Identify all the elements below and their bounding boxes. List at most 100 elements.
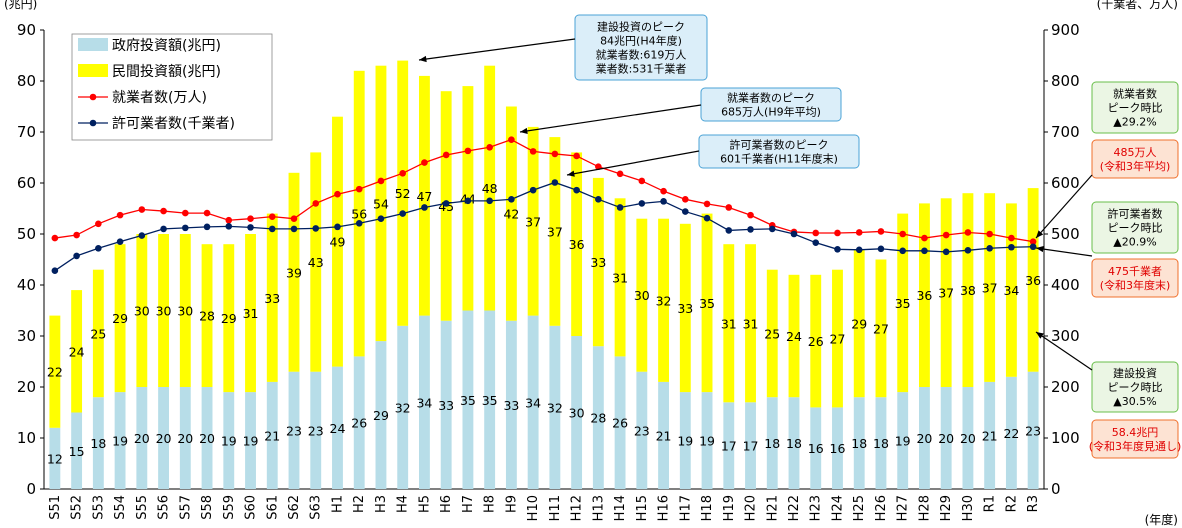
data-label-government: 17: [721, 439, 737, 454]
data-label-private: 31: [743, 316, 759, 331]
legend-swatch-private: [78, 64, 108, 77]
point-workers: [399, 170, 406, 177]
data-label-government: 19: [112, 434, 128, 449]
point-firms: [334, 223, 341, 231]
arrow-invest-head: [1036, 332, 1044, 339]
y-right-tick-label: 500: [1051, 225, 1080, 243]
point-workers: [116, 211, 124, 219]
x-tick-label: S58: [200, 495, 215, 520]
point-workers: [182, 209, 189, 217]
point-workers: [812, 229, 820, 237]
arrow-peak-investment-head: [419, 55, 427, 63]
callout-invest-now-box: [1091, 419, 1179, 459]
point-workers: [1029, 238, 1037, 245]
data-label-private: 30: [177, 304, 193, 319]
point-workers: [421, 159, 428, 166]
data-label-private: 34: [1003, 283, 1019, 298]
bar-private: [223, 244, 235, 393]
data-label-government: 23: [308, 423, 324, 438]
callout-workers-ratio-text: 就業者数: [1113, 87, 1157, 101]
data-label-private: 24: [69, 344, 85, 359]
bar-private: [419, 75, 430, 316]
bar-government: [49, 427, 61, 489]
bar-government: [810, 407, 822, 489]
arrow-peak-firms-head: [567, 170, 575, 177]
point-firms: [73, 252, 80, 260]
x-tick-label: H26: [874, 495, 889, 521]
x-tick-label: H23: [809, 495, 824, 521]
data-label-government: 35: [460, 393, 476, 408]
x-tick-label: H19: [722, 495, 737, 521]
bar-private: [592, 177, 604, 347]
bar-private: [375, 65, 387, 342]
data-label-government: 20: [199, 431, 215, 446]
arrow-peak-firms: [566, 150, 700, 176]
point-firms: [703, 214, 711, 222]
bar-private: [49, 315, 61, 428]
bar-private: [310, 152, 322, 372]
bar-private: [679, 223, 691, 393]
point-workers: [225, 216, 233, 224]
callout-firms-ratio-text: 許可業者数: [1108, 208, 1163, 221]
data-label-government: 29: [373, 408, 389, 423]
bar-private: [571, 152, 583, 336]
point-workers: [855, 229, 863, 236]
bar-government: [158, 387, 169, 489]
bar-government: [484, 310, 496, 489]
arrow-invest: [1035, 331, 1093, 371]
bar-private: [527, 126, 539, 316]
x-tick-label: H14: [613, 495, 628, 521]
bar-government: [788, 397, 800, 489]
callout-invest-ratio-text: 建設投資: [1113, 366, 1157, 380]
legend-entry: 許可業者数(千業者): [112, 116, 235, 132]
point-workers: [508, 136, 515, 143]
point-firms: [529, 186, 537, 194]
callout-invest-now: 58.4兆円(令和3年度見通し): [1089, 419, 1182, 459]
x-tick-label: H10: [526, 495, 541, 521]
point-firms: [573, 186, 580, 194]
bar-government: [701, 392, 713, 489]
callout-peak-workers-text: 就業者数のピーク: [727, 91, 815, 105]
bar-government: [440, 320, 452, 489]
arrow-peak-workers: [519, 104, 702, 133]
point-firms: [899, 247, 906, 255]
x-tick-label: S53: [91, 495, 106, 520]
data-label-private: 43: [308, 255, 324, 270]
callout-invest-now-text: (令和3年度見通し): [1089, 439, 1182, 453]
point-firms: [660, 198, 667, 205]
point-workers: [51, 234, 59, 242]
bar-private: [332, 116, 343, 367]
point-firms: [312, 225, 320, 232]
data-label-private: 39: [286, 265, 302, 280]
bar-private: [984, 193, 996, 382]
data-label-private: 37: [525, 214, 541, 229]
point-workers: [703, 200, 711, 208]
point-firms: [182, 224, 189, 232]
y-left-tick-label: 80: [17, 72, 36, 90]
data-label-private: 36: [916, 288, 932, 303]
data-label-private: 24: [786, 329, 802, 344]
bar-government: [462, 310, 474, 489]
bar-private: [853, 249, 865, 398]
x-tick-label: H28: [917, 495, 932, 521]
bar-government: [875, 397, 887, 489]
callout-firms-ratio-text: ピーク時比: [1108, 222, 1163, 235]
point-firms: [1029, 243, 1037, 251]
data-label-private: 52: [395, 186, 411, 201]
data-label-government: 21: [656, 428, 672, 443]
point-workers: [203, 209, 211, 217]
bar-government: [592, 346, 604, 489]
bar-government: [679, 392, 691, 489]
bar-labels-layer: 12 22 15 24 18 25 19 29 20 30 20 30 20 30 20 28 19 29 19 31…: [47, 181, 1041, 466]
data-label-government: 23: [634, 423, 650, 438]
point-firms: [247, 224, 254, 231]
bar-private: [962, 193, 974, 387]
data-label-private: 28: [199, 309, 215, 324]
data-label-government: 19: [699, 434, 715, 449]
point-firms: [725, 227, 733, 234]
data-label-private: 37: [938, 286, 954, 301]
point-workers: [247, 215, 254, 222]
bar-government: [766, 397, 778, 489]
x-tick-label: R1: [983, 495, 998, 512]
